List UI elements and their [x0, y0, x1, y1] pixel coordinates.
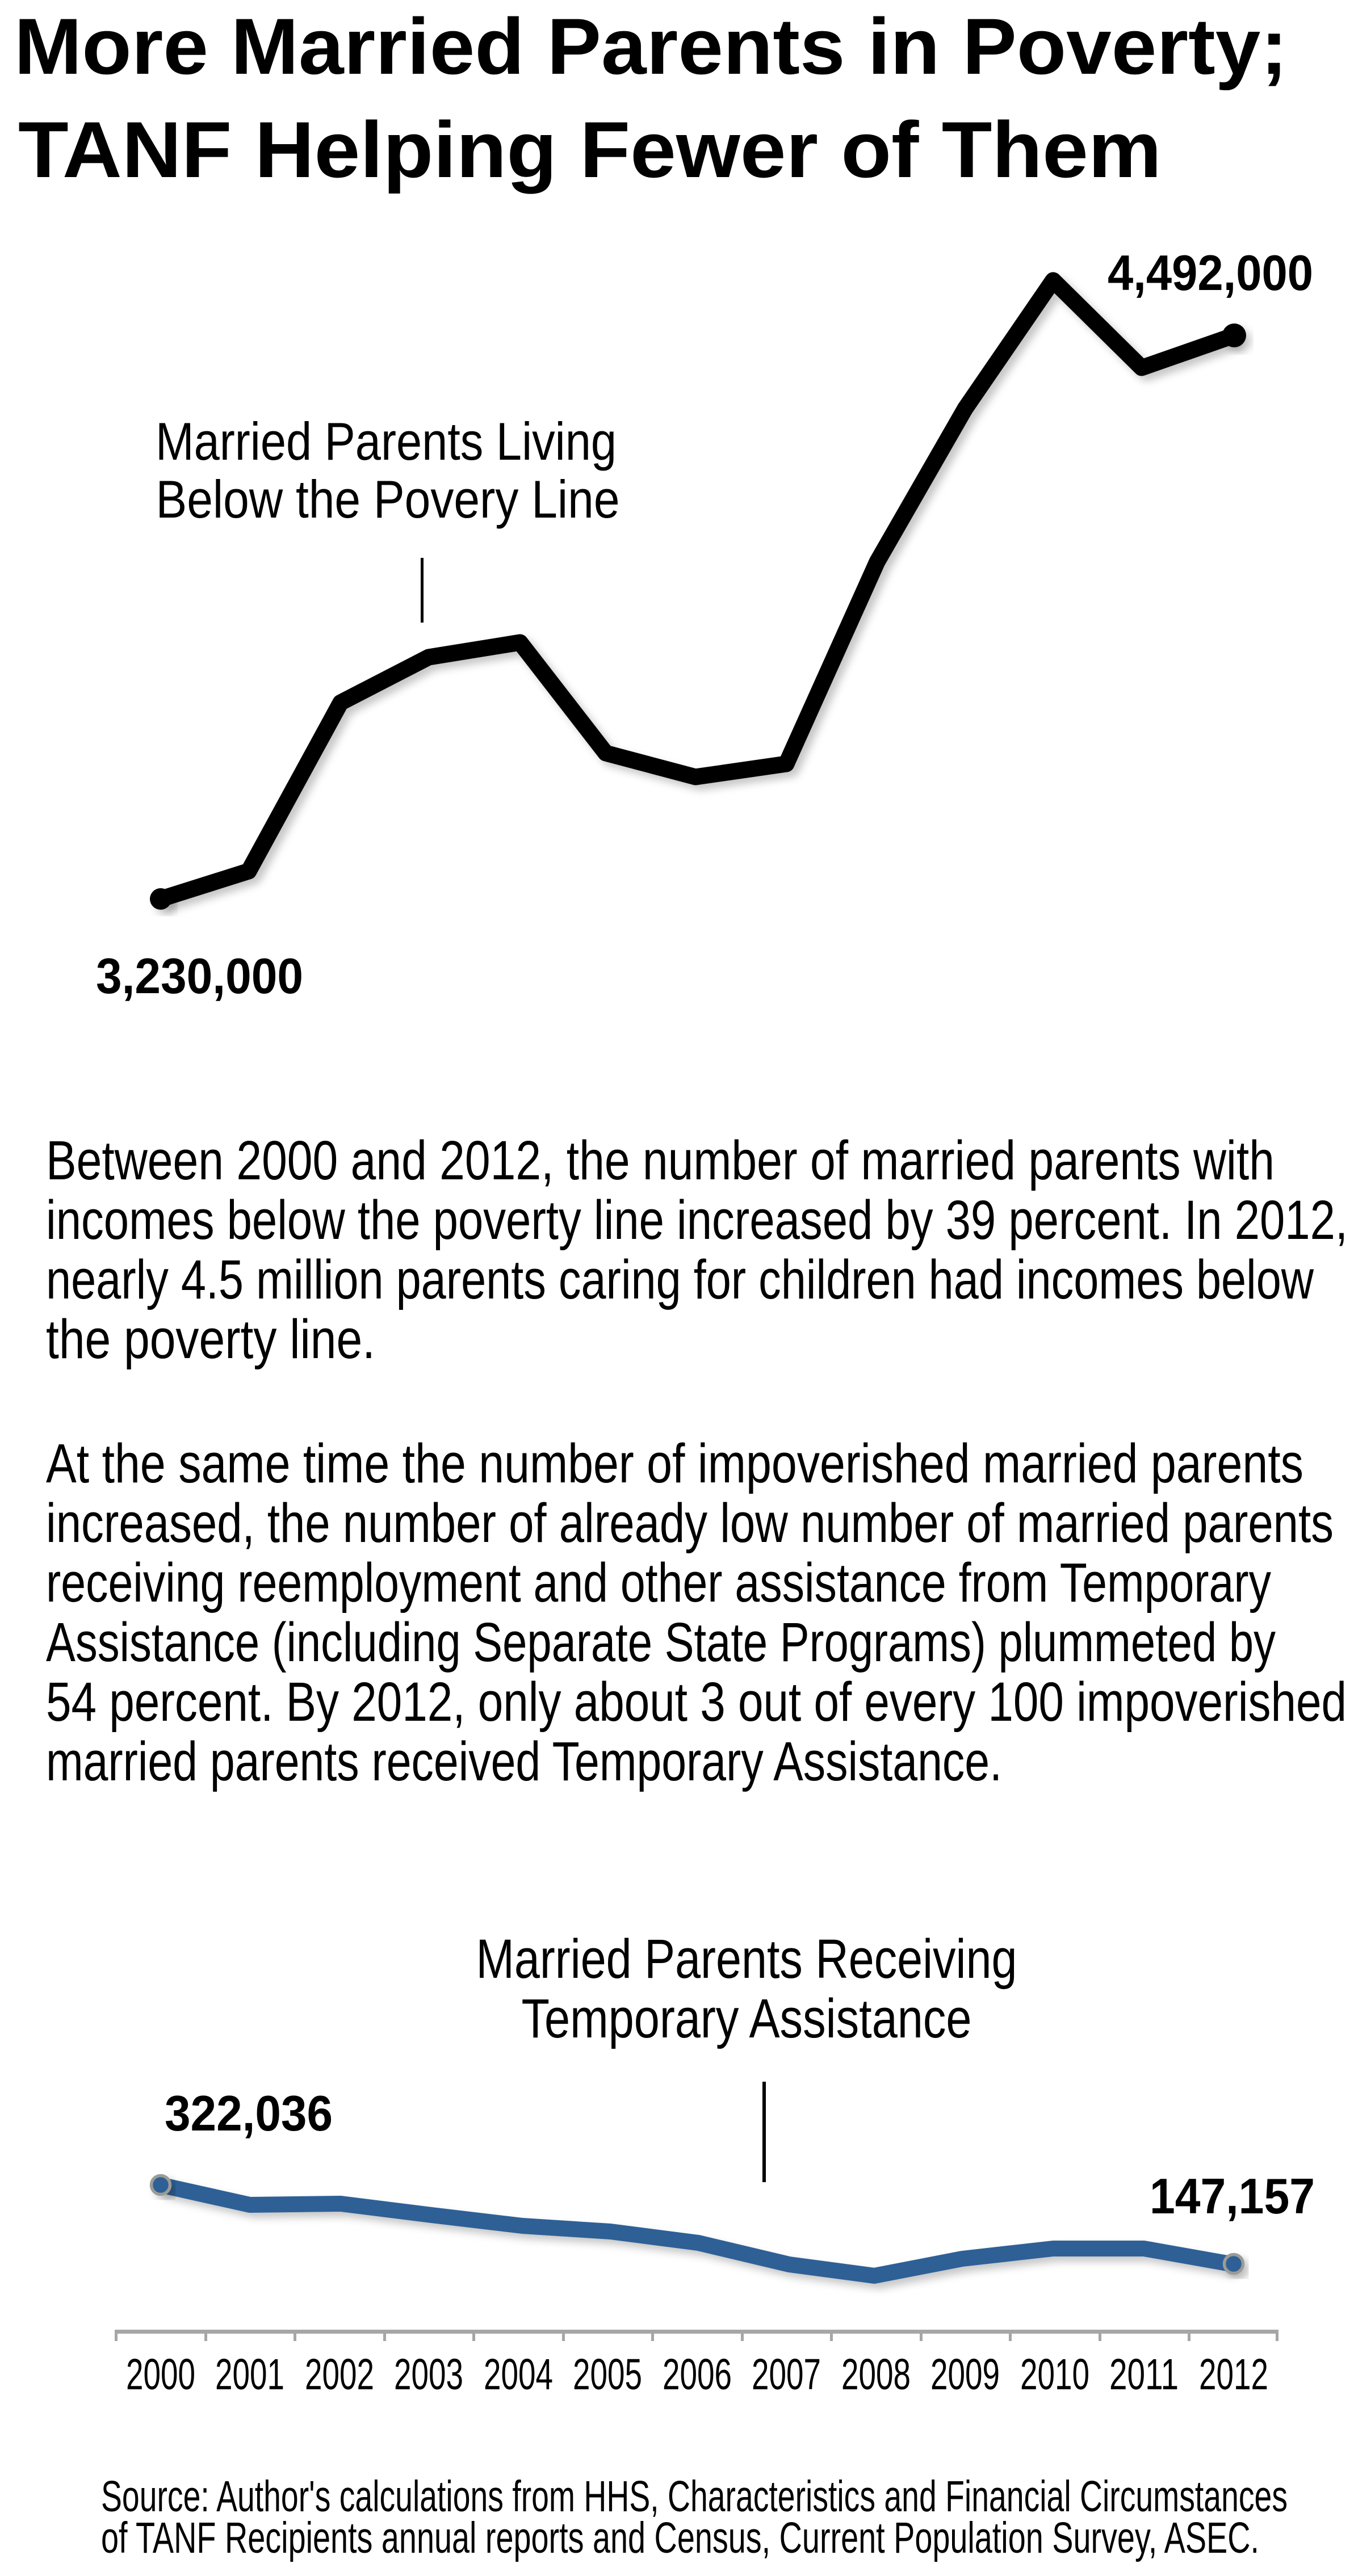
svg-text:2003: 2003	[394, 2350, 463, 2399]
svg-text:More Married Parents in Povert: More Married Parents in Poverty;	[14, 2, 1288, 91]
svg-text:322,036: 322,036	[165, 2085, 333, 2141]
svg-text:147,157: 147,157	[1150, 2168, 1315, 2224]
svg-text:increased, the number of alrea: increased, the number of already low num…	[46, 1492, 1334, 1554]
svg-text:Married Parents Receiving: Married Parents Receiving	[476, 1928, 1017, 1990]
svg-text:2007: 2007	[752, 2350, 821, 2399]
svg-text:2000: 2000	[126, 2350, 195, 2399]
svg-text:At the same time the number of: At the same time the number of impoveris…	[46, 1432, 1303, 1494]
svg-text:2004: 2004	[484, 2350, 553, 2399]
svg-text:2012: 2012	[1199, 2350, 1268, 2399]
svg-text:of TANF Recipients annual repo: of TANF Recipients annual reports and Ce…	[101, 2514, 1259, 2562]
svg-text:receiving reemployment and oth: receiving reemployment and other assista…	[46, 1552, 1271, 1613]
svg-text:the poverty line.: the poverty line.	[46, 1308, 375, 1370]
svg-text:2002: 2002	[305, 2350, 374, 2399]
svg-text:2010: 2010	[1020, 2350, 1089, 2399]
svg-text:2005: 2005	[573, 2350, 642, 2399]
svg-text:Source: Author's calculations: Source: Author's calculations from HHS, …	[101, 2472, 1288, 2521]
svg-text:Married Parents Living: Married Parents Living	[156, 411, 617, 471]
svg-text:2006: 2006	[663, 2350, 732, 2399]
svg-text:Temporary Assistance: Temporary Assistance	[522, 1987, 972, 2049]
svg-text:incomes below the poverty line: incomes below the poverty line increased…	[46, 1189, 1348, 1251]
svg-text:nearly 4.5 million parents car: nearly 4.5 million parents caring for ch…	[46, 1249, 1314, 1310]
svg-text:2008: 2008	[841, 2350, 911, 2399]
svg-text:married parents received Tempo: married parents received Temporary Assis…	[46, 1730, 1002, 1792]
svg-text:2009: 2009	[930, 2350, 1000, 2399]
svg-text:Assistance (including Separate: Assistance (including Separate State Pro…	[46, 1611, 1276, 1673]
svg-text:TANF Helping Fewer of Them: TANF Helping Fewer of Them	[18, 105, 1162, 194]
svg-text:2001: 2001	[215, 2350, 284, 2399]
svg-text:4,492,000: 4,492,000	[1108, 245, 1313, 301]
svg-text:Between 2000 and 2012, the num: Between 2000 and 2012, the number of mar…	[46, 1129, 1275, 1191]
svg-text:3,230,000: 3,230,000	[96, 948, 303, 1004]
svg-text:54 percent. By 2012, only abou: 54 percent. By 2012, only about 3 out of…	[46, 1671, 1347, 1733]
svg-text:Below the Povery Line: Below the Povery Line	[156, 469, 620, 529]
svg-text:2011: 2011	[1109, 2350, 1179, 2399]
